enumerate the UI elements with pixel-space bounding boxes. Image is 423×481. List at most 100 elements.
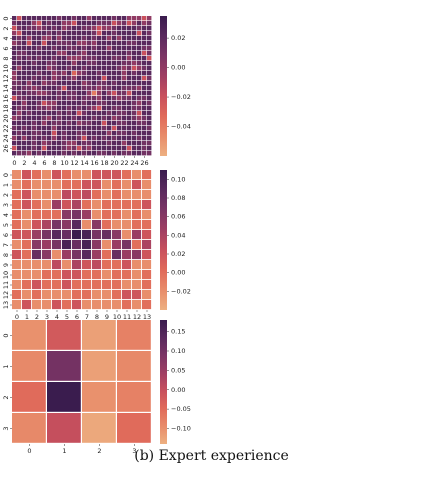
heatmap-cell	[107, 126, 112, 131]
heatmap-cell	[52, 290, 62, 300]
heatmap-cell	[97, 66, 102, 71]
heatmap-cell	[47, 91, 52, 96]
heatmap-cell	[32, 170, 42, 180]
heatmap-cell	[87, 136, 92, 141]
heatmap-cell	[112, 106, 117, 111]
heatmap-cell	[22, 66, 27, 71]
heatmap-cell	[62, 31, 67, 36]
heatmap-cell	[27, 56, 32, 61]
heatmap-cell	[47, 382, 81, 412]
heatmap-cell	[72, 170, 82, 180]
y-tick-label: 11	[2, 281, 10, 289]
heatmap-cell	[77, 66, 82, 71]
heatmap-cell	[97, 51, 102, 56]
heatmap-cell	[117, 31, 122, 36]
heatmap-cell	[67, 141, 72, 146]
heatmap-cell	[17, 16, 22, 21]
heatmap-cell	[52, 146, 57, 151]
heatmap-cell	[52, 260, 62, 270]
heatmap-cell	[57, 16, 62, 21]
heatmap-cell	[52, 220, 62, 230]
heatmap-cell	[97, 121, 102, 126]
heatmap-cell	[77, 101, 82, 106]
heatmap-cell	[92, 91, 97, 96]
heatmap-cell	[87, 41, 92, 46]
heatmap-cell	[72, 76, 77, 81]
heatmap-cell	[107, 111, 112, 116]
heatmap-cell	[42, 46, 47, 51]
heatmap-cell	[82, 61, 87, 66]
heatmap-cell	[17, 101, 22, 106]
heatmap-cell	[87, 71, 92, 76]
heatmap-cell	[27, 66, 32, 71]
heatmap-cell	[57, 41, 62, 46]
heatmap-cell	[82, 382, 116, 412]
heatmap-cell	[107, 96, 112, 101]
heatmap-cell	[112, 96, 117, 101]
heatmap-cell	[112, 210, 122, 220]
heatmap-cell	[27, 141, 32, 146]
heatmap-cell	[32, 200, 42, 210]
heatmap-cell	[132, 126, 137, 131]
heatmap-cell	[147, 71, 152, 76]
heatmap-cell	[37, 111, 42, 116]
heatmap-cell	[67, 41, 72, 46]
heatmap-cell	[12, 351, 46, 381]
heatmap-cell	[82, 76, 87, 81]
heatmap-cell	[122, 41, 127, 46]
heatmap-cell	[137, 66, 142, 71]
heatmap-cell	[32, 86, 37, 91]
heatmap-cell	[77, 36, 82, 41]
heatmap-cell	[82, 180, 92, 190]
heatmap-cell	[57, 46, 62, 51]
heatmap-cell	[127, 141, 132, 146]
heatmap-cell	[117, 320, 151, 350]
heatmap-cell	[137, 151, 142, 156]
heatmap-cell	[22, 250, 32, 260]
heatmap-cell	[72, 141, 77, 146]
heatmap-cell	[52, 230, 62, 240]
heatmap-cell	[32, 230, 42, 240]
heatmap-cell	[102, 76, 107, 81]
heatmap-cell	[102, 96, 107, 101]
heatmap-cell	[92, 200, 102, 210]
heatmap-cell	[92, 220, 102, 230]
heatmap-cell	[47, 46, 52, 51]
colorbar-tick-label: −0.02	[171, 287, 191, 295]
heatmap-cell	[97, 146, 102, 151]
heatmap-cell	[77, 76, 82, 81]
heatmap-cell	[42, 250, 52, 260]
heatmap-cell	[102, 136, 107, 141]
heatmap-cell	[92, 300, 102, 310]
heatmap-cell	[142, 280, 152, 290]
heatmap-cell	[112, 66, 117, 71]
heatmap-cell	[102, 111, 107, 116]
heatmap-cell	[97, 46, 102, 51]
heatmap-cell	[137, 71, 142, 76]
heatmap-cell	[67, 86, 72, 91]
heatmap-cell	[37, 126, 42, 131]
heatmap-cell	[22, 101, 27, 106]
heatmap-cell	[17, 56, 22, 61]
heatmap-cell	[17, 106, 22, 111]
heatmap-cell	[12, 51, 17, 56]
heatmap-cell	[47, 36, 52, 41]
y-tick-label: 8	[2, 253, 10, 257]
heatmap-cell	[142, 190, 152, 200]
heatmap-cell	[77, 16, 82, 21]
heatmap-cell	[57, 106, 62, 111]
heatmap-cell	[82, 111, 87, 116]
heatmap-cell	[92, 111, 97, 116]
heatmap-cell	[92, 141, 97, 146]
heatmap-cell	[57, 126, 62, 131]
heatmap-cell	[52, 300, 62, 310]
heatmap-cell	[127, 121, 132, 126]
heatmap-cell	[97, 116, 102, 121]
heatmap-cell	[132, 260, 142, 270]
heatmap-cell	[122, 260, 132, 270]
heatmap-cell	[57, 91, 62, 96]
heatmap-cell	[67, 51, 72, 56]
heatmap-cell	[47, 351, 81, 381]
heatmap-cell	[37, 141, 42, 146]
x-tick-label: 12	[70, 159, 78, 167]
